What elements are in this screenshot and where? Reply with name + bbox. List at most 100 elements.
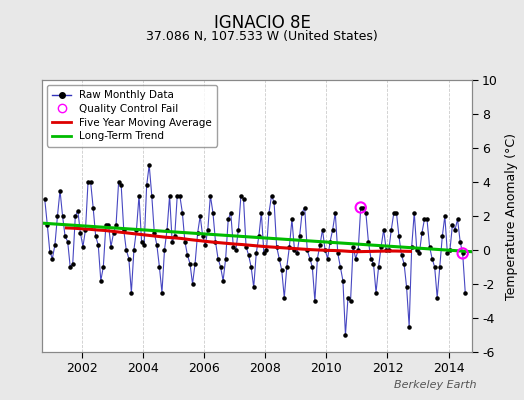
Point [316, 242, 324, 248]
Point [242, 243, 250, 250]
Point [94, 242, 103, 248]
Point [336, 264, 345, 270]
Point [252, 250, 260, 257]
Point [193, 230, 202, 236]
Point [321, 247, 329, 253]
Point [349, 243, 357, 250]
Point [280, 294, 289, 301]
Point [387, 226, 396, 233]
Point [364, 238, 373, 245]
Point [204, 226, 212, 233]
Point [222, 255, 230, 262]
Point [296, 233, 304, 240]
Point [374, 264, 383, 270]
Point [352, 255, 360, 262]
Point [247, 264, 255, 270]
Point [216, 264, 225, 270]
Point [110, 230, 118, 236]
Point [170, 233, 179, 240]
Point [132, 226, 140, 233]
Point [53, 213, 62, 219]
Point [311, 298, 319, 304]
Point [425, 243, 434, 250]
Point [272, 243, 281, 250]
Point [114, 179, 123, 185]
Point [92, 233, 100, 240]
Point [191, 260, 199, 267]
Point [229, 243, 237, 250]
Point [260, 250, 268, 257]
Point [219, 278, 227, 284]
Point [188, 281, 196, 287]
Point [334, 250, 342, 257]
Point [385, 247, 393, 253]
Point [456, 238, 464, 245]
Point [418, 230, 426, 236]
Point [379, 226, 388, 233]
Point [354, 247, 363, 253]
Text: 37.086 N, 107.533 W (United States): 37.086 N, 107.533 W (United States) [146, 30, 378, 43]
Point [329, 226, 337, 233]
Point [150, 230, 158, 236]
Point [66, 264, 74, 270]
Point [137, 238, 146, 245]
Point [43, 221, 51, 228]
Point [435, 264, 444, 270]
Point [244, 252, 253, 258]
Point [458, 250, 467, 257]
Point [356, 204, 365, 211]
Point [117, 182, 125, 189]
Point [125, 255, 133, 262]
Point [148, 192, 156, 199]
Point [344, 294, 352, 301]
Point [420, 216, 429, 222]
Point [446, 247, 454, 253]
Point [441, 213, 449, 219]
Point [313, 255, 322, 262]
Point [402, 284, 411, 290]
Point [362, 210, 370, 216]
Point [79, 243, 87, 250]
Point [130, 247, 138, 253]
Point [81, 226, 90, 233]
Point [51, 242, 59, 248]
Point [107, 243, 115, 250]
Point [303, 247, 311, 253]
Point [58, 213, 67, 219]
Legend: Raw Monthly Data, Quality Control Fail, Five Year Moving Average, Long-Term Tren: Raw Monthly Data, Quality Control Fail, … [47, 85, 217, 146]
Point [397, 252, 406, 258]
Point [122, 247, 130, 253]
Point [263, 247, 271, 253]
Point [300, 204, 309, 211]
Point [63, 238, 72, 245]
Point [318, 226, 326, 233]
Point [84, 179, 92, 185]
Point [160, 247, 169, 253]
Point [239, 196, 248, 202]
Point [176, 192, 184, 199]
Point [232, 247, 240, 253]
Point [201, 242, 210, 248]
Point [71, 213, 80, 219]
Point [76, 230, 84, 236]
Point [206, 192, 214, 199]
Point [237, 192, 245, 199]
Point [412, 247, 421, 253]
Point [224, 216, 233, 222]
Point [282, 264, 291, 270]
Point [226, 210, 235, 216]
Point [96, 278, 105, 284]
Point [410, 210, 419, 216]
Point [438, 233, 446, 240]
Point [449, 221, 457, 228]
Point [267, 192, 276, 199]
Point [155, 264, 163, 270]
Point [290, 247, 299, 253]
Y-axis label: Temperature Anomaly (°C): Temperature Anomaly (°C) [505, 132, 518, 300]
Point [405, 323, 413, 330]
Point [199, 233, 207, 240]
Point [356, 204, 365, 211]
Point [423, 216, 431, 222]
Point [69, 260, 77, 267]
Point [382, 247, 390, 253]
